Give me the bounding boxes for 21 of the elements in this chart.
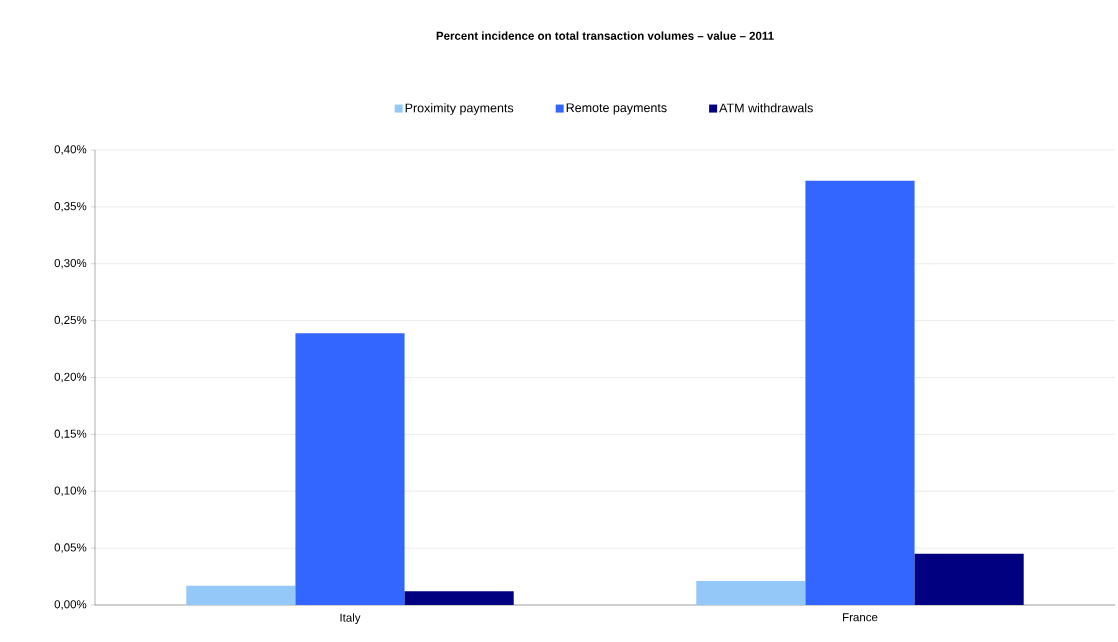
- y-tick-label: 0,30%: [54, 259, 87, 269]
- y-tick-label: 0,00%: [54, 600, 87, 610]
- legend-label: Remote payments: [566, 103, 667, 115]
- y-tick-label: 0,25%: [54, 315, 87, 326]
- bar: [404, 591, 514, 605]
- x-tick-label: Italy: [340, 613, 361, 625]
- bar: [295, 333, 405, 605]
- bar: [186, 585, 296, 605]
- x-tick-label: France: [843, 613, 878, 622]
- y-tick-label: 0,15%: [54, 429, 87, 440]
- bar: [914, 553, 1024, 605]
- legend-label: Proximity payments: [405, 103, 514, 115]
- bar: [696, 581, 806, 605]
- y-tick-label: 0,40%: [54, 145, 87, 155]
- bar: [805, 180, 915, 605]
- y-tick-label: 0,20%: [54, 372, 87, 383]
- y-tick-label: 0,05%: [54, 543, 87, 553]
- y-tick-label: 0,10%: [54, 486, 87, 496]
- legend-label: ATM withdrawals: [719, 103, 813, 113]
- y-tick-label: 0,35%: [54, 202, 87, 212]
- chart-title: Percent incidence on total transaction volumes – value – 2011: [436, 31, 774, 40]
